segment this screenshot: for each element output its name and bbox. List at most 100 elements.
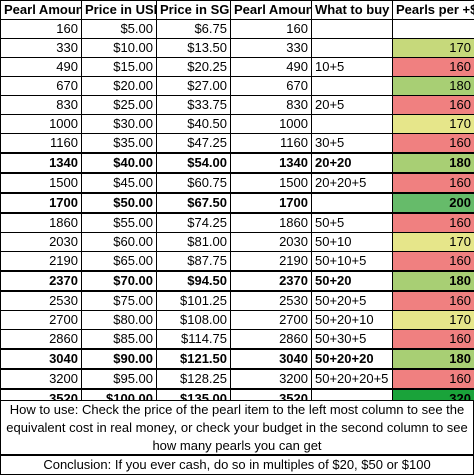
cell-pearls-per-5[interactable]: 160: [392, 212, 474, 233]
cell-price-sgd[interactable]: $67.50: [156, 192, 231, 214]
cell-pearls-per-5[interactable]: 170: [392, 38, 474, 58]
header-what-to-buy[interactable]: What to buy: [311, 0, 393, 20]
cell-price-usd[interactable]: $30.00: [81, 114, 157, 134]
cell-pearl-amount-2[interactable]: 2370: [230, 270, 312, 292]
how-to-use-note[interactable]: How to use: Check the price of the pearl…: [0, 400, 474, 455]
cell-price-usd[interactable]: $85.00: [81, 329, 157, 350]
cell-price-sgd[interactable]: $74.25: [156, 212, 231, 233]
cell-pearl-amount-2[interactable]: 830: [230, 95, 312, 115]
cell-pearl-amount-2[interactable]: 490: [230, 57, 312, 77]
cell-pearl-amount[interactable]: 3040: [0, 348, 82, 370]
cell-what-to-buy[interactable]: 50+20+5: [311, 290, 393, 311]
cell-price-sgd[interactable]: $40.50: [156, 114, 231, 134]
cell-what-to-buy[interactable]: [311, 114, 393, 134]
cell-pearls-per-5[interactable]: 170: [392, 310, 474, 330]
cell-price-usd[interactable]: $45.00: [81, 172, 157, 194]
header-pearl-amount-2[interactable]: Pearl Amount: [230, 0, 312, 20]
cell-what-to-buy[interactable]: 50+20+20+5: [311, 368, 393, 390]
cell-pearls-per-5[interactable]: 180: [392, 152, 474, 174]
conclusion-note[interactable]: Conclusion: If you ever cash, do so in m…: [0, 455, 474, 475]
cell-what-to-buy[interactable]: 50+30+5: [311, 329, 393, 350]
cell-pearl-amount-2[interactable]: 3040: [230, 348, 312, 370]
cell-pearls-per-5[interactable]: 160: [392, 290, 474, 311]
cell-price-usd[interactable]: $10.00: [81, 38, 157, 58]
cell-what-to-buy[interactable]: 50+20+10: [311, 310, 393, 330]
header-pearl-amount[interactable]: Pearl Amount: [0, 0, 82, 20]
cell-price-sgd[interactable]: $87.75: [156, 251, 231, 272]
cell-pearl-amount[interactable]: 1500: [0, 172, 82, 194]
cell-pearls-per-5[interactable]: 160: [392, 57, 474, 77]
cell-pearl-amount[interactable]: 3200: [0, 368, 82, 390]
cell-what-to-buy[interactable]: 50+10+5: [311, 251, 393, 272]
cell-pearl-amount-2[interactable]: 2030: [230, 232, 312, 252]
cell-price-usd[interactable]: $55.00: [81, 212, 157, 233]
cell-pearl-amount[interactable]: 670: [0, 76, 82, 96]
cell-what-to-buy[interactable]: 50+10: [311, 232, 393, 252]
cell-pearl-amount-2[interactable]: 330: [230, 38, 312, 58]
cell-pearl-amount[interactable]: 2700: [0, 310, 82, 330]
cell-price-sgd[interactable]: $108.00: [156, 310, 231, 330]
cell-pearls-per-5[interactable]: 200: [392, 192, 474, 214]
cell-price-usd[interactable]: $95.00: [81, 368, 157, 390]
cell-pearls-per-5[interactable]: [392, 19, 474, 39]
cell-pearls-per-5[interactable]: 160: [392, 133, 474, 154]
cell-what-to-buy[interactable]: [311, 76, 393, 96]
cell-price-sgd[interactable]: $13.50: [156, 38, 231, 58]
cell-pearl-amount-2[interactable]: 2700: [230, 310, 312, 330]
cell-pearl-amount-2[interactable]: 1000: [230, 114, 312, 134]
cell-pearl-amount-2[interactable]: 2190: [230, 251, 312, 272]
cell-price-sgd[interactable]: $101.25: [156, 290, 231, 311]
cell-what-to-buy[interactable]: 50+5: [311, 212, 393, 233]
cell-what-to-buy[interactable]: 20+20+5: [311, 172, 393, 194]
cell-price-sgd[interactable]: $128.25: [156, 368, 231, 390]
cell-what-to-buy[interactable]: 50+20: [311, 270, 393, 292]
header-pearls-per-5[interactable]: Pearls per +$5: [392, 0, 474, 20]
cell-pearl-amount-2[interactable]: 1500: [230, 172, 312, 194]
cell-pearl-amount[interactable]: 830: [0, 95, 82, 115]
cell-pearl-amount[interactable]: 2370: [0, 270, 82, 292]
cell-price-usd[interactable]: $70.00: [81, 270, 157, 292]
cell-price-sgd[interactable]: $33.75: [156, 95, 231, 115]
cell-pearls-per-5[interactable]: 180: [392, 270, 474, 292]
cell-pearl-amount-2[interactable]: 160: [230, 19, 312, 39]
cell-price-sgd[interactable]: $114.75: [156, 329, 231, 350]
cell-price-sgd[interactable]: $54.00: [156, 152, 231, 174]
header-price-usd[interactable]: Price in USD: [81, 0, 157, 20]
cell-pearl-amount[interactable]: 490: [0, 57, 82, 77]
cell-price-usd[interactable]: $20.00: [81, 76, 157, 96]
cell-pearl-amount[interactable]: 1860: [0, 212, 82, 233]
cell-pearl-amount[interactable]: 1160: [0, 133, 82, 154]
header-price-sgd[interactable]: Price in SGD: [156, 0, 231, 20]
cell-pearls-per-5[interactable]: 160: [392, 95, 474, 115]
cell-what-to-buy[interactable]: 20+20: [311, 152, 393, 174]
cell-pearl-amount-2[interactable]: 670: [230, 76, 312, 96]
cell-price-usd[interactable]: $5.00: [81, 19, 157, 39]
cell-pearls-per-5[interactable]: 170: [392, 114, 474, 134]
cell-price-sgd[interactable]: $47.25: [156, 133, 231, 154]
cell-price-usd[interactable]: $25.00: [81, 95, 157, 115]
cell-what-to-buy[interactable]: 20+5: [311, 95, 393, 115]
cell-price-usd[interactable]: $15.00: [81, 57, 157, 77]
cell-pearl-amount[interactable]: 2190: [0, 251, 82, 272]
cell-pearls-per-5[interactable]: 160: [392, 368, 474, 390]
cell-what-to-buy[interactable]: [311, 19, 393, 39]
cell-price-usd[interactable]: $35.00: [81, 133, 157, 154]
cell-pearl-amount-2[interactable]: 2530: [230, 290, 312, 311]
cell-price-sgd[interactable]: $60.75: [156, 172, 231, 194]
cell-price-usd[interactable]: $75.00: [81, 290, 157, 311]
cell-pearl-amount-2[interactable]: 1160: [230, 133, 312, 154]
cell-pearls-per-5[interactable]: 160: [392, 329, 474, 350]
cell-price-usd[interactable]: $80.00: [81, 310, 157, 330]
cell-pearls-per-5[interactable]: 180: [392, 348, 474, 370]
cell-price-usd[interactable]: $65.00: [81, 251, 157, 272]
cell-pearl-amount[interactable]: 160: [0, 19, 82, 39]
cell-price-sgd[interactable]: $20.25: [156, 57, 231, 77]
cell-pearls-per-5[interactable]: 180: [392, 76, 474, 96]
cell-pearl-amount[interactable]: 2030: [0, 232, 82, 252]
cell-price-sgd[interactable]: $6.75: [156, 19, 231, 39]
cell-price-usd[interactable]: $90.00: [81, 348, 157, 370]
cell-price-usd[interactable]: $60.00: [81, 232, 157, 252]
cell-pearl-amount[interactable]: 2530: [0, 290, 82, 311]
cell-price-usd[interactable]: $40.00: [81, 152, 157, 174]
cell-pearl-amount[interactable]: 2860: [0, 329, 82, 350]
